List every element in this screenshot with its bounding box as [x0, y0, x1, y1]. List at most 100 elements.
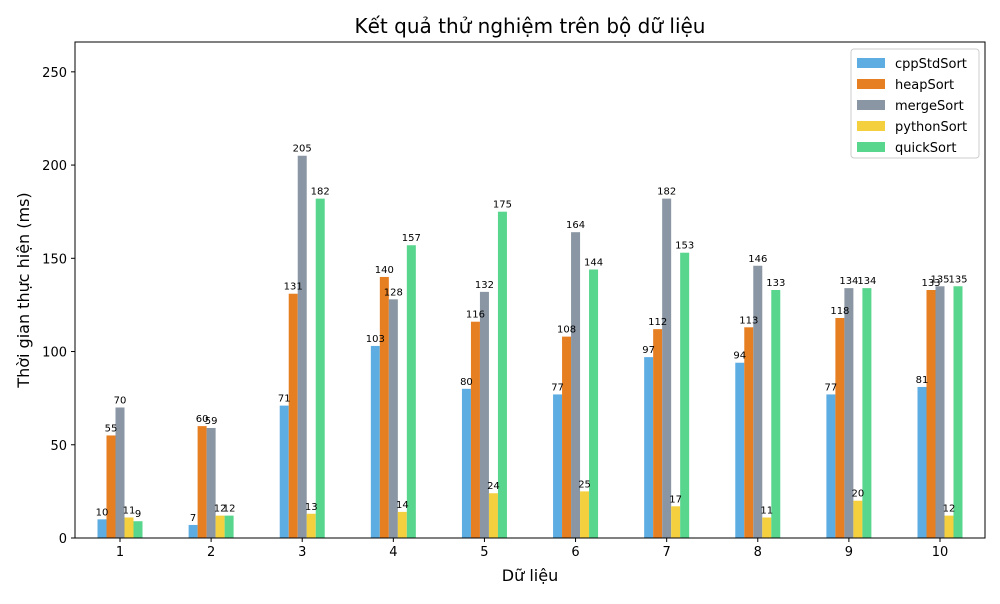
- x-tick-label: 6: [571, 545, 579, 560]
- data-label-pythonSort-2: 12: [214, 504, 227, 515]
- legend: cppStdSort heapSort mergeSort pythonSort qui…: [850, 48, 980, 159]
- bar-cppStdSort-8: [735, 362, 745, 538]
- chart-title: Kết quả thử nghiệm trên bộ dữ liệu: [355, 14, 706, 38]
- legend-label-mergeSort: mergeSort: [895, 99, 964, 114]
- data-label-cppStdSort-3: 71: [278, 394, 291, 405]
- bar-heapSort-1: [106, 435, 116, 538]
- bar-heapSort-4: [379, 276, 389, 538]
- bar-quickSort-9: [862, 288, 872, 538]
- data-label-quickSort-3: 182: [311, 187, 330, 198]
- data-label-mergeSort-9: 134: [839, 276, 858, 287]
- data-label-pythonSort-8: 11: [760, 505, 773, 516]
- y-tick-label: 100: [42, 346, 67, 361]
- bar-mergeSort-10: [935, 286, 945, 538]
- bar-pythonSort-2: [215, 515, 225, 538]
- bar-heapSort-6: [562, 336, 572, 538]
- bar-heapSort-5: [470, 321, 480, 538]
- bar-mergeSort-8: [753, 265, 763, 538]
- data-labels-layer: 10 7 71 103 80 77 97 94 77 81 55 60 131 140 116 108 112 1…: [96, 144, 968, 524]
- data-label-pythonSort-4: 14: [396, 500, 409, 511]
- x-axis: 1 2 3 4 5 6 7 8 9 10: [116, 538, 948, 560]
- data-label-mergeSort-7: 182: [657, 187, 676, 198]
- data-label-heapSort-5: 116: [466, 310, 485, 321]
- bar-heapSort-2: [197, 426, 207, 538]
- bar-mergeSort-5: [479, 291, 489, 538]
- bar-pythonSort-4: [397, 511, 407, 538]
- bar-cppStdSort-2: [188, 524, 198, 538]
- data-label-pythonSort-1: 11: [123, 505, 136, 516]
- data-label-pythonSort-5: 24: [487, 481, 500, 492]
- data-label-cppStdSort-6: 77: [551, 382, 564, 393]
- y-axis-label: Thời gian thực hiện (ms): [14, 192, 33, 388]
- data-label-quickSort-7: 153: [675, 241, 694, 252]
- x-tick-label: 8: [754, 545, 762, 560]
- y-tick-label: 50: [50, 439, 67, 454]
- bar-pythonSort-9: [853, 500, 863, 538]
- bar-cppStdSort-1: [97, 519, 107, 538]
- data-label-pythonSort-7: 17: [669, 494, 682, 505]
- bar-quickSort-4: [406, 245, 416, 539]
- data-label-quickSort-5: 175: [493, 200, 512, 211]
- data-label-cppStdSort-10: 81: [916, 375, 929, 386]
- bar-cppStdSort-7: [644, 357, 654, 538]
- data-label-quickSort-9: 134: [857, 276, 876, 287]
- bar-quickSort-7: [680, 252, 690, 538]
- y-tick-label: 200: [42, 159, 67, 174]
- data-label-heapSort-4: 140: [375, 265, 394, 276]
- bar-mergeSort-1: [115, 407, 125, 538]
- data-label-heapSort-3: 131: [284, 282, 303, 293]
- data-label-mergeSort-2: 59: [205, 416, 218, 427]
- bar-heapSort-7: [653, 329, 663, 538]
- bar-heapSort-8: [744, 327, 754, 538]
- data-label-mergeSort-10: 135: [930, 274, 949, 285]
- x-tick-label: 7: [663, 545, 671, 560]
- data-label-cppStdSort-7: 97: [642, 345, 655, 356]
- bar-mergeSort-9: [844, 288, 854, 538]
- y-axis: 0 50 100 150 200 250: [42, 66, 75, 547]
- bar-mergeSort-7: [662, 198, 672, 538]
- data-label-heapSort-1: 55: [105, 423, 118, 434]
- data-label-heapSort-7: 112: [648, 317, 667, 328]
- bar-pythonSort-3: [306, 513, 316, 538]
- data-label-cppStdSort-4: 103: [366, 334, 385, 345]
- legend-swatch-mergeSort: [857, 100, 885, 110]
- bar-pythonSort-6: [580, 491, 590, 538]
- data-label-quickSort-8: 133: [766, 278, 785, 289]
- bar-pythonSort-10: [944, 515, 954, 538]
- data-label-pythonSort-6: 25: [578, 479, 591, 490]
- legend-label-heapSort: heapSort: [895, 78, 954, 93]
- data-label-heapSort-8: 113: [739, 315, 758, 326]
- data-label-pythonSort-3: 13: [305, 502, 318, 513]
- data-label-mergeSort-5: 132: [475, 280, 494, 291]
- bar-pythonSort-1: [124, 517, 134, 538]
- x-tick-label: 4: [389, 545, 397, 560]
- data-label-quickSort-6: 144: [584, 257, 603, 268]
- bar-cppStdSort-5: [461, 388, 471, 538]
- x-tick-label: 10: [932, 545, 949, 560]
- y-tick-label: 250: [42, 66, 67, 81]
- bar-cppStdSort-9: [826, 394, 836, 538]
- x-tick-label: 1: [116, 545, 124, 560]
- legend-swatch-cppStdSort: [857, 58, 885, 68]
- bar-mergeSort-2: [206, 427, 216, 538]
- data-label-cppStdSort-5: 80: [460, 377, 473, 388]
- bars-layer: [97, 155, 963, 539]
- bar-mergeSort-4: [388, 299, 398, 538]
- data-label-mergeSort-6: 164: [566, 220, 585, 231]
- data-label-heapSort-9: 118: [830, 306, 849, 317]
- x-tick-label: 9: [845, 545, 853, 560]
- bar-quickSort-8: [771, 290, 781, 538]
- data-label-heapSort-2: 60: [196, 414, 209, 425]
- bar-quickSort-10: [953, 286, 963, 538]
- data-label-cppStdSort-1: 10: [96, 507, 109, 518]
- data-label-mergeSort-8: 146: [748, 254, 767, 265]
- data-label-cppStdSort-2: 7: [190, 513, 196, 524]
- legend-swatch-quickSort: [857, 142, 885, 152]
- bar-heapSort-9: [835, 317, 845, 538]
- data-label-cppStdSort-8: 94: [733, 351, 746, 362]
- data-label-quickSort-1: 9: [135, 509, 141, 520]
- bar-cppStdSort-6: [553, 394, 563, 538]
- x-axis-label: Dữ liệu: [502, 566, 558, 585]
